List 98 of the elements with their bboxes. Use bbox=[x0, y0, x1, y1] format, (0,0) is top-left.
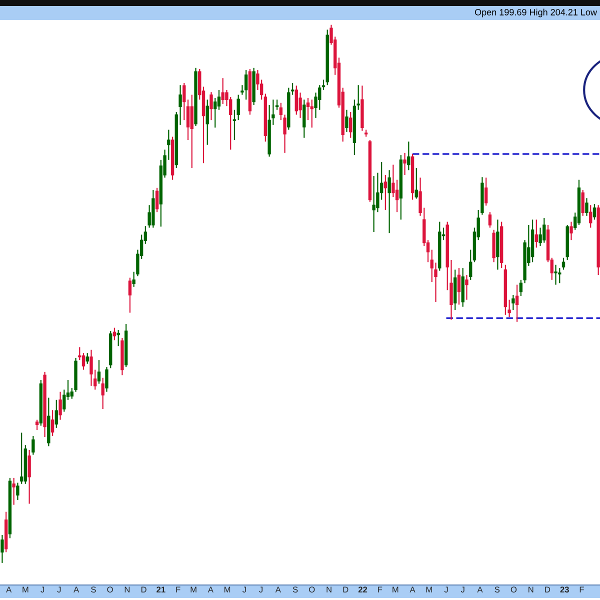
candlestick bbox=[35, 419, 39, 431]
candlestick bbox=[90, 349, 93, 386]
x-tick-label: J bbox=[259, 586, 262, 593]
candlestick bbox=[542, 217, 546, 244]
x-tick-label: J bbox=[460, 586, 464, 593]
x-tick-label: A bbox=[6, 586, 12, 592]
x-tick-label: A bbox=[477, 586, 483, 592]
x-tick-label: O bbox=[107, 586, 113, 593]
candlestick bbox=[294, 85, 298, 116]
x-tick-label: S bbox=[292, 586, 298, 593]
candlestick bbox=[101, 377, 104, 410]
candlestick bbox=[86, 352, 89, 364]
x-tick-label: O bbox=[309, 586, 315, 593]
x-tick-label: 21 bbox=[156, 586, 166, 592]
candlestick bbox=[554, 264, 558, 286]
candlestick bbox=[388, 170, 391, 234]
candlestick bbox=[20, 432, 24, 484]
x-tick-label: S bbox=[494, 586, 500, 593]
x-tick-label: D bbox=[343, 586, 348, 592]
candlestick bbox=[206, 99, 209, 146]
candlestick bbox=[50, 410, 54, 437]
x-tick-label: M bbox=[392, 586, 398, 592]
candlestick bbox=[210, 92, 213, 121]
x-tick-label: F bbox=[580, 586, 584, 592]
x-tick-label: M bbox=[426, 586, 432, 592]
candlestick bbox=[562, 257, 566, 270]
candlestick bbox=[62, 389, 66, 412]
candlestick bbox=[515, 284, 519, 322]
x-tick-label: A bbox=[74, 586, 80, 592]
candlestick bbox=[469, 249, 472, 280]
candlestick bbox=[589, 204, 592, 228]
candlestick bbox=[407, 141, 410, 171]
candlestick bbox=[214, 97, 217, 128]
candlestick bbox=[414, 167, 418, 200]
candlestick bbox=[155, 187, 159, 213]
candlestick bbox=[570, 221, 573, 241]
x-tick-label: N bbox=[326, 586, 332, 592]
x-tick-label: A bbox=[275, 586, 281, 592]
candlestick bbox=[0, 534, 4, 564]
candlestick bbox=[306, 97, 310, 121]
x-tick-label: O bbox=[510, 586, 517, 593]
candlestick bbox=[581, 189, 584, 216]
x-tick-label: S bbox=[91, 586, 96, 593]
x-tick-label: M bbox=[224, 586, 230, 592]
candlestick bbox=[112, 327, 116, 341]
candlestick bbox=[54, 399, 58, 428]
candlestick bbox=[221, 78, 224, 104]
candlestick bbox=[488, 212, 492, 228]
candlestick bbox=[97, 360, 101, 384]
candlestick bbox=[403, 152, 406, 176]
candlestick bbox=[182, 82, 186, 121]
candlestick bbox=[345, 109, 348, 132]
candlestick bbox=[465, 274, 468, 300]
candlestick bbox=[244, 69, 248, 100]
candlestick bbox=[302, 99, 306, 138]
x-tick-label: A bbox=[208, 586, 214, 592]
x-tick-label: N bbox=[528, 586, 534, 592]
x-tick-label: F bbox=[378, 586, 382, 592]
candlestick bbox=[217, 89, 221, 110]
x-tick-label: J bbox=[57, 586, 61, 593]
x-tick-label: M bbox=[22, 586, 28, 592]
x-tick-label: N bbox=[124, 586, 130, 592]
x-tick-label: J bbox=[40, 586, 44, 593]
x-tick-label: 22 bbox=[358, 586, 368, 592]
candlestick bbox=[372, 175, 376, 233]
candlestick bbox=[519, 279, 523, 297]
candlestick bbox=[105, 366, 108, 392]
candlestick bbox=[16, 482, 20, 501]
candlestick bbox=[275, 99, 279, 110]
x-tick-label: D bbox=[141, 586, 146, 592]
candlestick bbox=[585, 198, 588, 216]
x-tick-label: J bbox=[242, 586, 246, 593]
x-tick-label: J bbox=[444, 586, 448, 593]
candlestick bbox=[12, 477, 16, 506]
x-tick-label: D bbox=[545, 586, 550, 592]
candlestick bbox=[28, 449, 31, 504]
candlestick bbox=[190, 94, 194, 169]
candlestick bbox=[484, 177, 488, 206]
text: Open 199.69 High 204.21 Low bbox=[474, 8, 598, 18]
candlestick bbox=[349, 111, 352, 138]
candlestick bbox=[534, 219, 538, 248]
candlestick bbox=[128, 277, 132, 314]
x-tick-label: F bbox=[176, 586, 180, 592]
candlestick bbox=[512, 294, 515, 311]
candlestick bbox=[32, 435, 35, 456]
x-tick-label: M bbox=[190, 586, 196, 592]
candlestick bbox=[298, 92, 302, 118]
candlestick bbox=[116, 329, 120, 347]
candlestick bbox=[82, 352, 86, 370]
candlestick bbox=[558, 268, 562, 284]
candlestick bbox=[457, 268, 461, 306]
candlestick bbox=[58, 391, 62, 420]
x-tick-label: A bbox=[410, 586, 416, 592]
x-tick-label: 23 bbox=[560, 586, 569, 593]
candlestick bbox=[592, 203, 596, 220]
candlestick bbox=[395, 179, 399, 213]
candlestick bbox=[384, 174, 388, 211]
candlestick bbox=[186, 99, 190, 141]
